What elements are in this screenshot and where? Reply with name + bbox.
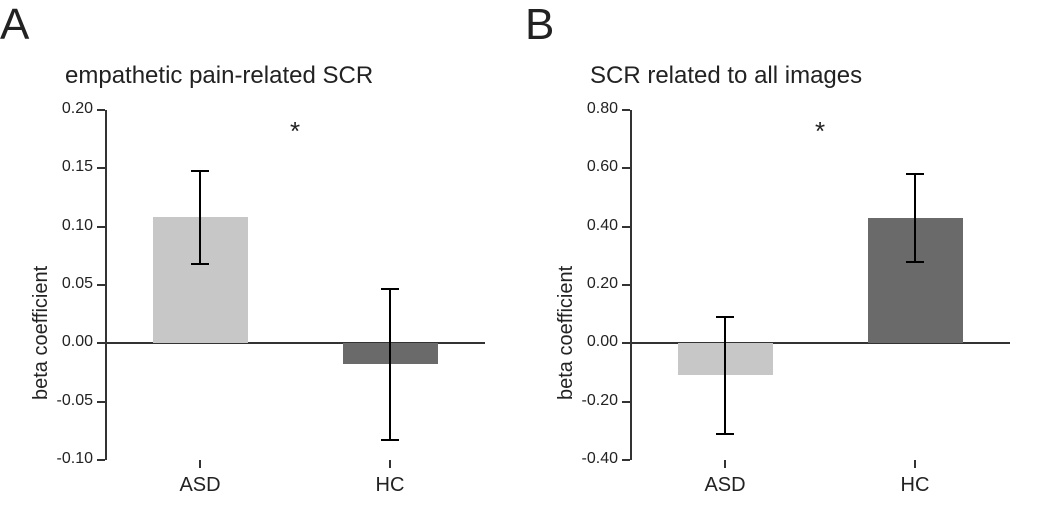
x-tick [914,460,916,468]
errorbar-cap [716,316,734,318]
x-tick-label: HC [350,474,430,497]
y-tick-label: -0.40 [568,450,618,468]
y-tick [97,459,105,461]
y-tick-label: 0.20 [43,100,93,118]
y-tick [622,167,630,169]
x-tick-label: HC [875,474,955,497]
errorbar-cap [906,173,924,175]
y-axis-label-a: beta coefficient [30,266,53,400]
y-tick-label: 0.40 [568,217,618,235]
x-tick-label: ASD [160,474,240,497]
panel-title-b: SCR related to all images [590,62,862,90]
y-tick-label: 0.10 [43,217,93,235]
y-tick [622,284,630,286]
plot-area-b: -0.40-0.200.000.200.400.600.80ASDHC* [630,110,1010,460]
x-tick [724,460,726,468]
y-tick-label: -0.10 [43,450,93,468]
y-tick-label: 0.60 [568,158,618,176]
errorbar-cap [716,433,734,435]
errorbar-cap [381,288,399,290]
x-tick-label: ASD [685,474,765,497]
y-tick [97,284,105,286]
y-tick [622,109,630,111]
y-tick [622,459,630,461]
y-axis-label-b: beta coefficient [555,266,578,400]
significance-marker: * [285,116,305,147]
panel-letter-a: A [0,0,29,50]
errorbar [914,174,916,262]
errorbar-cap [191,170,209,172]
y-tick [97,401,105,403]
errorbar-cap [906,261,924,263]
y-tick [622,342,630,344]
y-tick-label: 0.15 [43,158,93,176]
y-tick-label: 0.80 [568,100,618,118]
y-tick [622,226,630,228]
plot-area-a: -0.10-0.050.000.050.100.150.20ASDHC* [105,110,485,460]
errorbar [389,289,391,441]
panel-a: A empathetic pain-related SCR -0.10-0.05… [0,0,525,528]
y-tick [97,167,105,169]
y-tick [97,226,105,228]
y-tick [97,109,105,111]
errorbar [724,317,726,434]
x-tick [389,460,391,468]
y-axis [105,110,107,460]
significance-marker: * [810,116,830,147]
x-tick [199,460,201,468]
y-tick [622,401,630,403]
y-axis [630,110,632,460]
panel-b: B SCR related to all images -0.40-0.200.… [525,0,1050,528]
panel-title-a: empathetic pain-related SCR [65,62,373,90]
errorbar-cap [381,439,399,441]
y-tick [97,342,105,344]
errorbar-cap [191,263,209,265]
errorbar [199,171,201,264]
panel-letter-b: B [525,0,554,50]
